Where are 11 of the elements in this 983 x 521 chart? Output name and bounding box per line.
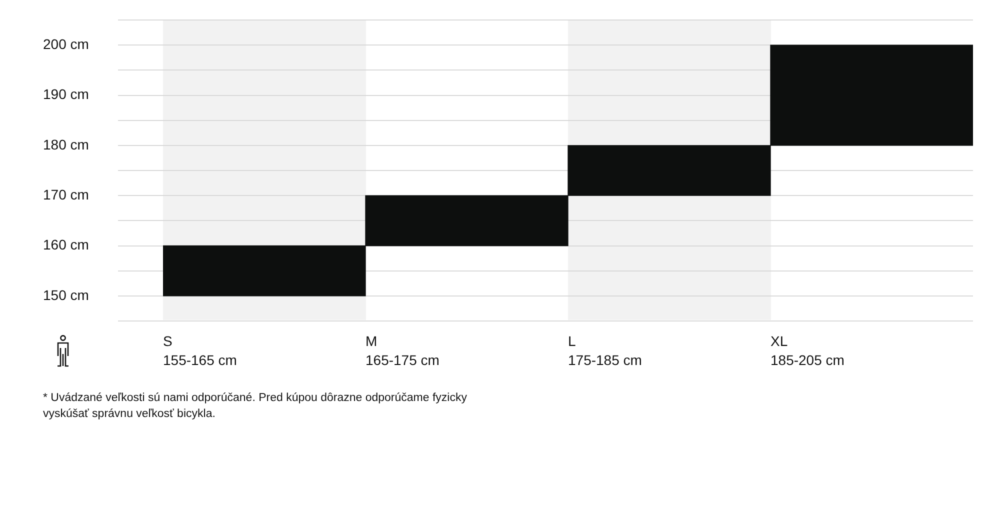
y-tick-label: 170 cm bbox=[43, 186, 89, 202]
y-tick-label: 180 cm bbox=[43, 136, 89, 152]
y-tick-label: 190 cm bbox=[43, 86, 89, 102]
x-tick-label: S 155-165 cm bbox=[163, 332, 237, 368]
x-tick-label: XL 185-205 cm bbox=[770, 332, 844, 368]
text: * Uvádzané veľkosti sú nami odporúčané. Pred kúpou dôrazne odporúčame fyzicky vyskúšať správnu veľkosť bicykla. bbox=[43, 391, 468, 422]
y-tick-label: 200 cm bbox=[43, 36, 89, 52]
x-tick-label: M 165-175 cm bbox=[366, 332, 440, 368]
x-tick-label: L 175-185 cm bbox=[568, 332, 642, 368]
y-tick-label: 150 cm bbox=[43, 286, 89, 303]
y-tick-label: 160 cm bbox=[43, 236, 89, 253]
